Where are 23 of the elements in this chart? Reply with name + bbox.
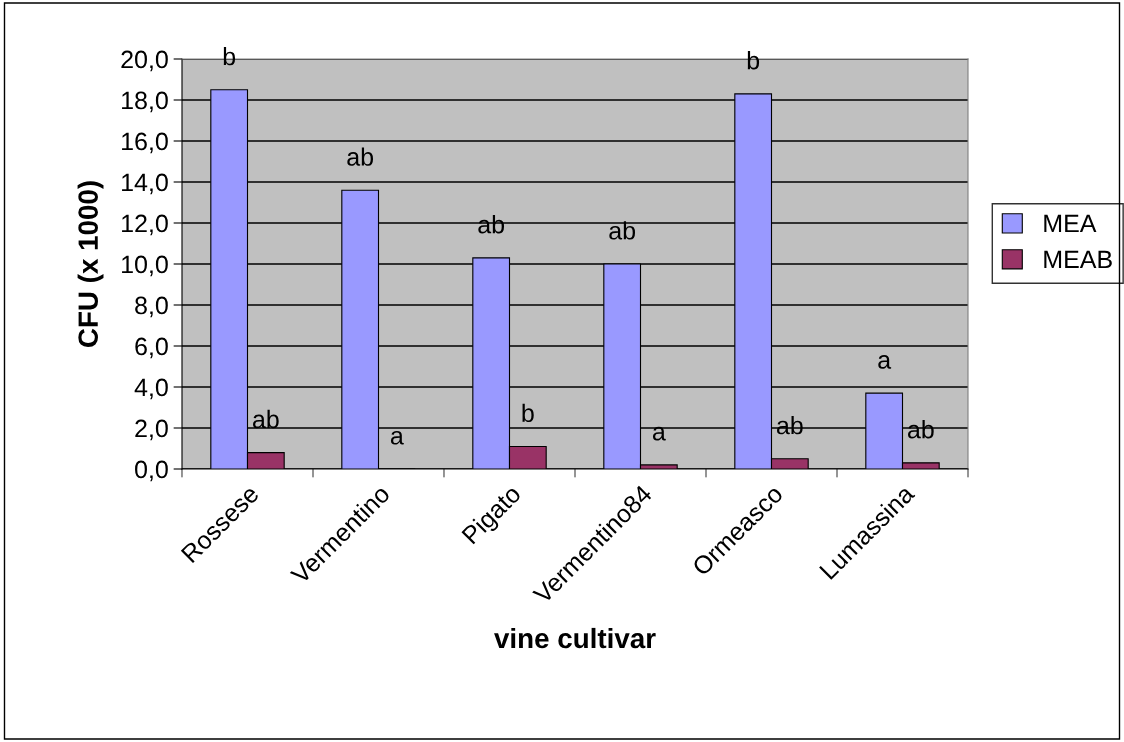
y-axis-title: CFU (x 1000): [77, 181, 104, 347]
legend-label: MEAB: [1044, 250, 1112, 268]
y-tick-label: 16,0: [122, 132, 168, 154]
y-tick-label: 20,0: [121, 50, 168, 72]
y-tick-label: 4,0: [134, 378, 168, 400]
y-tick-label: 2,0: [135, 419, 168, 441]
annotation: a: [878, 355, 892, 369]
annotation: b: [747, 51, 760, 70]
y-tick-label: 14,0: [122, 173, 168, 195]
x-axis-title: vine cultivar: [494, 627, 656, 649]
annotation: ab: [609, 221, 636, 240]
annotation: ab: [347, 147, 374, 166]
annotation: a: [652, 426, 666, 441]
annotation: b: [522, 403, 534, 423]
y-tick-label: 18,0: [122, 91, 168, 113]
y-tick-label: 10,0: [122, 255, 168, 277]
annotation: ab: [253, 409, 279, 429]
legend-label: MEA: [1044, 214, 1097, 233]
y-tick-label: 12,0: [122, 214, 168, 236]
y-tick-label: 8,0: [135, 296, 168, 318]
y-tick-label: 0,0: [135, 460, 168, 482]
y-tick-label: 6,0: [135, 337, 168, 359]
annotation: a: [390, 430, 404, 445]
